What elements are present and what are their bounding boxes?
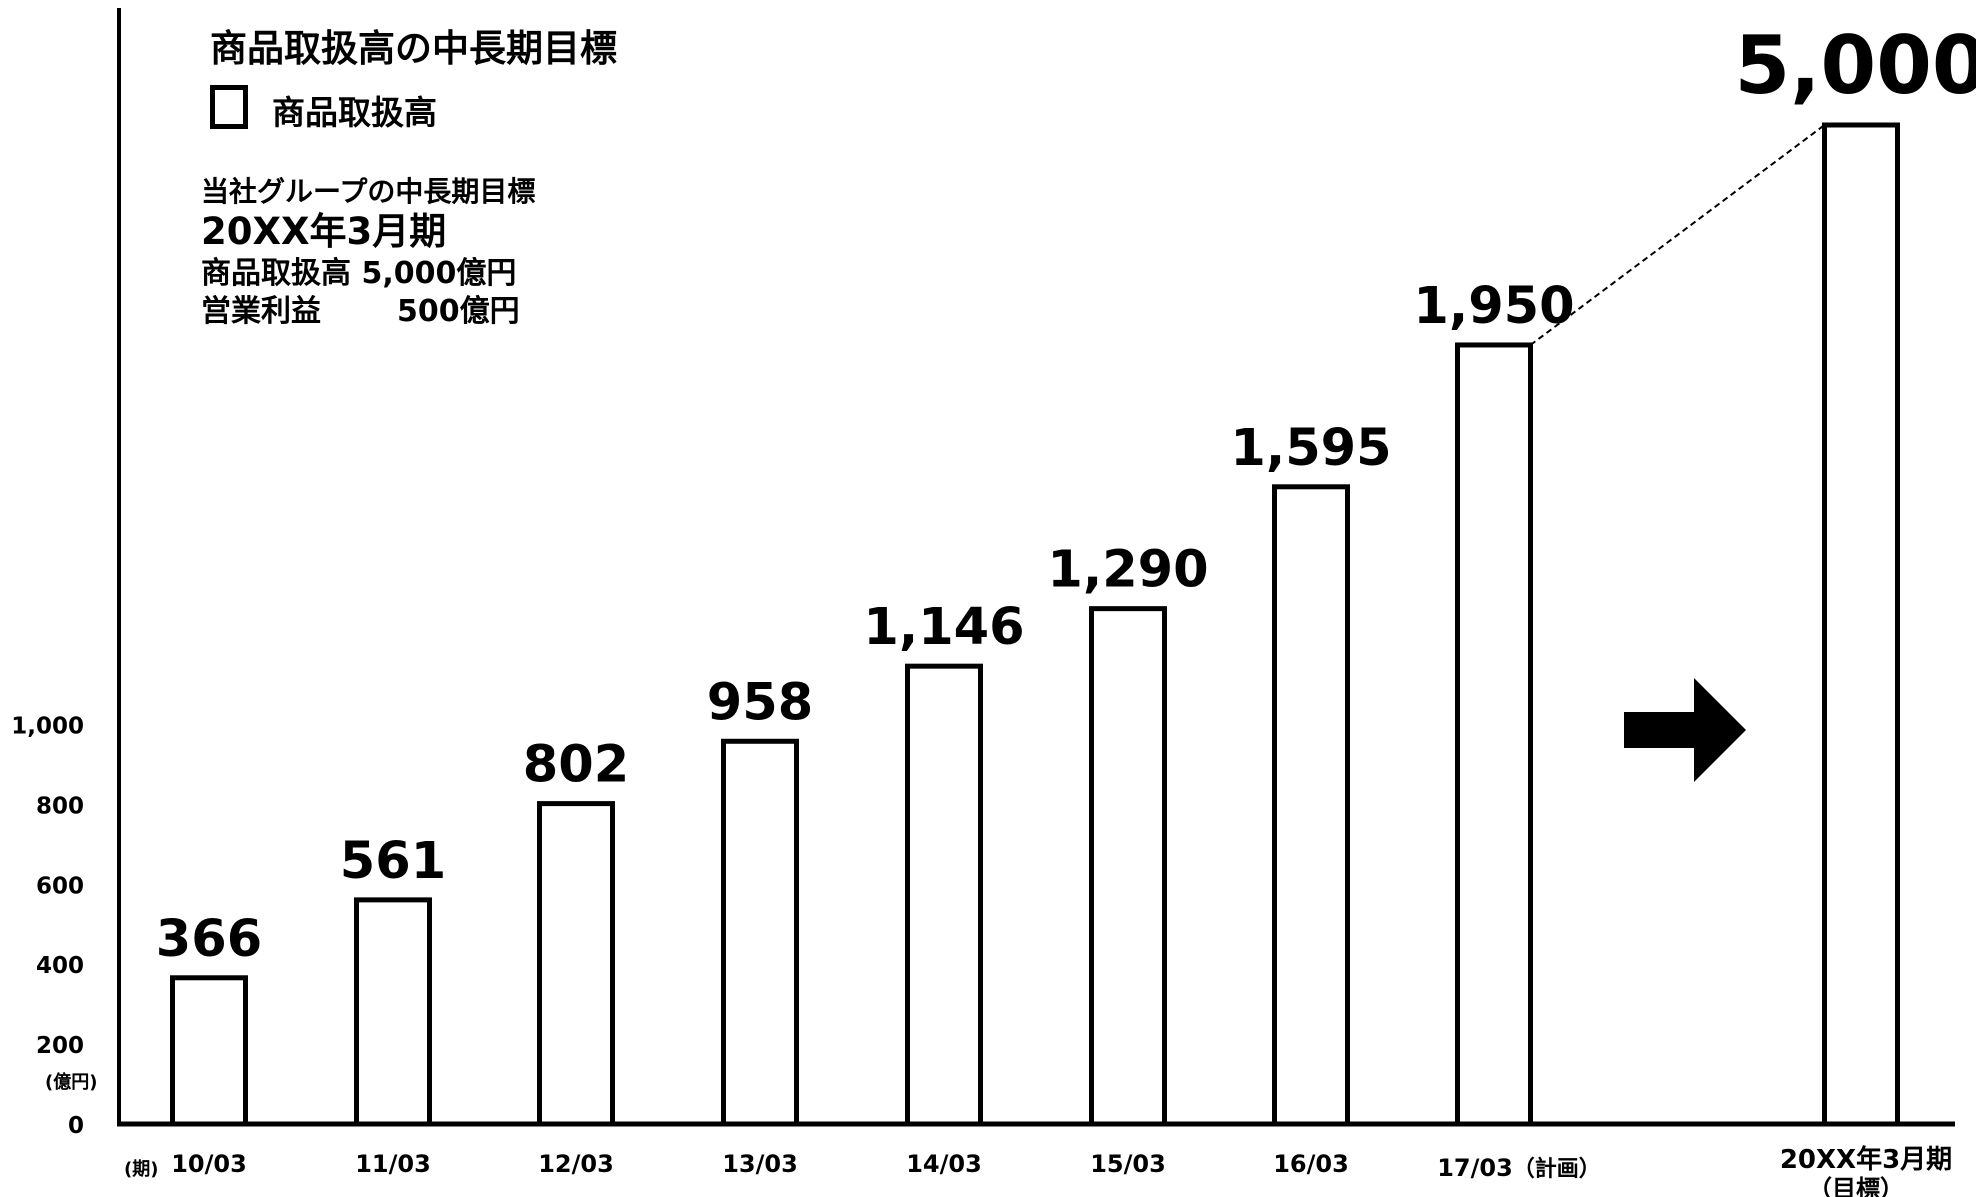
x-tick-label: 17/03（計画）: [1437, 1154, 1601, 1182]
bar: [1089, 606, 1167, 1127]
value-label: 366: [156, 910, 262, 969]
value-label: 1,146: [863, 598, 1024, 657]
x-tick-label: 20XX年3月期: [1780, 1144, 1952, 1175]
value-label: 1,290: [1047, 541, 1208, 600]
target-note-sales: 商品取扱高 5,000億円: [201, 256, 517, 292]
y-axis-unit-label: (億円): [45, 1071, 97, 1093]
target-note: 当社グループの中長期目標 20XX年3月期 商品取扱高 5,000億円 営業利益…: [201, 174, 535, 330]
y-tick-label: 200: [36, 1033, 84, 1059]
x-axis-period-label: (期): [124, 1159, 158, 1180]
bar: [170, 975, 248, 1127]
legend-label: 商品取扱高: [272, 93, 437, 132]
y-tick-label: 600: [36, 873, 84, 899]
target-note-heading: 当社グループの中長期目標: [201, 175, 536, 208]
value-label: 1,595: [1230, 419, 1391, 478]
bar: [354, 897, 432, 1127]
y-tick-label: 0: [68, 1113, 84, 1139]
bar: [1822, 122, 1900, 1127]
x-tick-label: 12/03: [538, 1150, 614, 1178]
x-tick-label: 11/03: [355, 1150, 431, 1178]
y-tick-label: 400: [36, 953, 84, 979]
target-note-profit-label: 営業利益: [201, 293, 321, 329]
legend-swatch: [210, 85, 248, 129]
x-tick-label-note: （目標）: [1808, 1175, 1904, 1197]
bar: [1455, 342, 1533, 1127]
bar: [905, 663, 983, 1127]
x-tick-label: 13/03: [722, 1150, 798, 1178]
value-label: 958: [707, 673, 813, 732]
value-label: 802: [523, 736, 629, 795]
target-note-profit: 営業利益 500億円: [201, 293, 535, 331]
category-labels: 10/03 11/03 12/03 13/03 14/03 15/03 16/03 17/03…: [171, 1144, 1952, 1197]
x-tick-label: 10/03: [171, 1150, 247, 1178]
bar: [721, 738, 799, 1127]
right-arrow-icon: [1624, 678, 1746, 782]
bar: [537, 801, 615, 1127]
target-note-period: 20XX年3月期: [201, 210, 447, 253]
x-tick-label: 15/03: [1090, 1150, 1166, 1178]
target-note-profit-value: 500億円: [397, 293, 520, 329]
chart-title: 商品取扱高の中長期目標: [210, 27, 617, 70]
y-tick-labels: 0 200 400 600 800 1,000: [11, 714, 84, 1140]
projection-dashed-line: [1529, 124, 1826, 346]
value-label: 5,000: [1734, 19, 1976, 112]
bars: [170, 122, 1900, 1127]
y-tick-label: 1,000: [11, 714, 84, 740]
bar: [1272, 484, 1350, 1127]
value-label: 561: [340, 832, 446, 891]
y-tick-label: 800: [36, 793, 84, 819]
x-tick-label: 16/03: [1273, 1150, 1349, 1178]
value-label: 1,950: [1413, 277, 1574, 336]
value-labels: 366 561 802 958 1,146 1,290 1,595 1,950 5,000: [156, 19, 1976, 969]
x-tick-label: 14/03: [906, 1150, 982, 1178]
